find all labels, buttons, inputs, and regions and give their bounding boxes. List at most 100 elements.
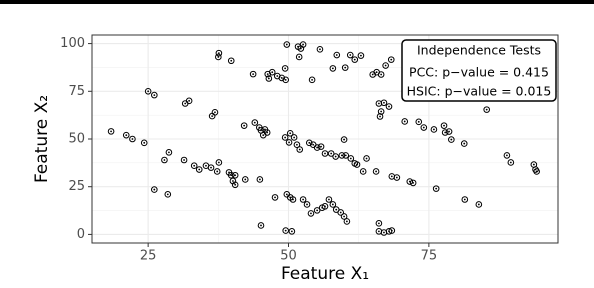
point-ring [441,129,449,136]
point-dot [450,138,453,141]
point-dot [388,105,390,108]
point-ring [289,196,297,203]
point [363,155,370,162]
point-dot [477,203,480,206]
point-ring [195,166,203,173]
point [342,152,350,159]
point-ring [283,41,291,48]
point-ring [445,128,453,135]
point-dot [380,110,383,113]
legend-box [401,39,557,102]
point [185,97,193,105]
point-dot [193,164,196,167]
point [288,228,296,235]
point [305,139,313,147]
point-ring [151,186,158,193]
point-dot [262,134,265,137]
point-ring [415,118,423,126]
point-dot [377,222,380,225]
point-dot [292,198,294,201]
point-dot [509,161,512,164]
point-dot [276,75,279,77]
point [333,51,341,59]
point [313,144,321,151]
point-dot [258,178,261,181]
point [460,140,468,147]
point-ring [393,174,401,181]
point [317,143,325,150]
point [249,70,257,78]
point-ring [351,56,359,63]
point-ring [337,209,345,216]
point-ring [295,53,303,61]
point-dot [344,66,347,69]
point-ring [144,87,152,95]
point [393,174,401,181]
point-ring [227,171,235,179]
point [347,155,355,162]
point-ring [357,52,365,59]
point [332,206,340,213]
point-dot [390,58,393,61]
point-dot [331,67,334,70]
point-dot [198,168,201,171]
point [316,46,324,53]
point-ring [432,185,440,192]
point-ring [333,51,341,59]
point-dot [188,99,191,102]
point-ring [332,153,339,160]
point-dot [284,78,287,81]
point-dot [302,43,305,46]
x-tick-label: 50 [280,249,297,264]
point-dot [377,230,380,233]
point [281,134,289,141]
point-dot [331,203,334,206]
point-dot [131,138,134,140]
point-dot [296,143,298,146]
point-ring [240,122,248,129]
point [388,227,396,234]
point-dot [362,170,365,173]
point [107,128,115,135]
point-dot [383,231,385,234]
point-ring [321,150,329,157]
point-dot [306,203,308,206]
point-dot [302,198,305,201]
point-ring [359,168,367,175]
point-dot [344,154,347,157]
point [263,129,271,136]
point-dot [166,193,169,196]
point-ring [347,155,355,162]
point [420,124,428,131]
point-dot [316,209,319,212]
point-ring [211,108,219,116]
point-ring [215,53,222,61]
point [281,65,289,72]
point-ring [190,162,198,170]
legend-title: Independence Tests [417,43,541,58]
x-tick-label: 25 [140,249,157,264]
point [165,149,173,156]
point-dot [380,73,383,76]
point-ring [213,168,221,175]
y-tick-label: 0 [77,227,85,242]
point-dot [375,170,377,173]
point-ring [231,171,239,179]
point-ring [249,70,257,78]
point [321,203,329,210]
point-ring [293,141,301,149]
point-ring [406,178,414,185]
point-ring [165,149,173,156]
point-dot [252,73,255,76]
point-dot [217,161,220,164]
point-dot [417,120,420,123]
point-ring [332,206,340,213]
point-dot [285,193,288,196]
point-dot [243,124,246,127]
point-dot [289,132,292,135]
point-ring [307,210,315,217]
point-dot [280,77,283,79]
y-axis-title: Feature X₂ [32,95,52,183]
point-dot [217,52,220,55]
point-ring [251,119,259,126]
